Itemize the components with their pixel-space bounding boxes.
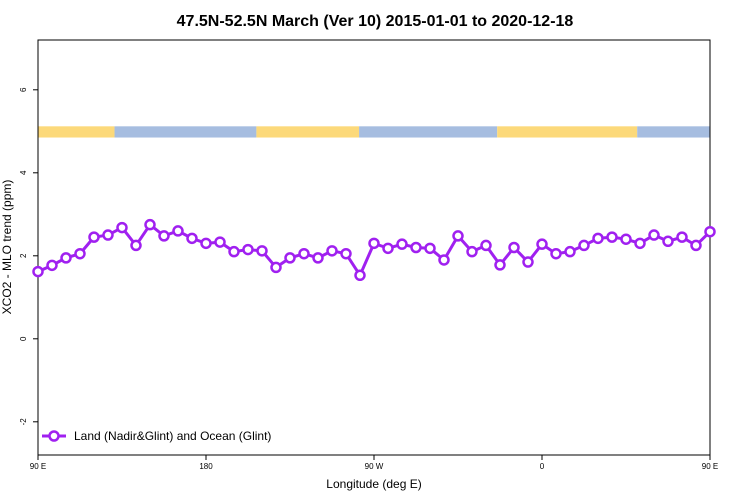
data-point xyxy=(550,247,562,260)
data-point xyxy=(396,238,408,250)
data-point xyxy=(676,231,688,243)
data-point xyxy=(46,259,58,272)
y-tick-label: -2 xyxy=(19,418,28,426)
band-segment-land xyxy=(497,126,638,138)
data-point xyxy=(466,245,478,258)
series-layer xyxy=(32,218,716,282)
data-point xyxy=(452,230,464,242)
legend-label: Land (Nadir&Glint) and Ocean (Glint) xyxy=(74,429,271,443)
band-segment-ocean xyxy=(637,126,710,138)
data-point xyxy=(508,241,520,254)
x-tick-label: 90 W xyxy=(365,462,384,471)
data-point xyxy=(480,239,492,252)
x-tick-label: 180 xyxy=(199,462,213,471)
data-point xyxy=(116,221,128,234)
data-point xyxy=(564,245,576,258)
data-point xyxy=(662,235,674,248)
data-point xyxy=(186,232,198,245)
data-point xyxy=(606,231,618,243)
band-segment-ocean xyxy=(114,126,257,138)
data-point xyxy=(102,229,114,241)
band-segment-land xyxy=(38,126,115,138)
data-point xyxy=(200,237,212,250)
legend: Land (Nadir&Glint) and Ocean (Glint) xyxy=(42,429,271,443)
data-point xyxy=(312,252,324,264)
data-point xyxy=(648,229,660,241)
x-tick-label: 90 E xyxy=(30,462,46,471)
x-axis-label: Longitude (deg E) xyxy=(326,477,421,491)
y-tick-label: 0 xyxy=(19,336,28,341)
legend-marker xyxy=(48,430,60,442)
data-point xyxy=(438,254,450,266)
y-tick-label: 4 xyxy=(19,170,28,175)
data-point xyxy=(494,259,506,271)
data-point xyxy=(130,239,142,252)
data-point xyxy=(60,252,72,264)
y-tick-label: 2 xyxy=(19,253,28,258)
data-point xyxy=(690,239,702,252)
data-point xyxy=(270,261,282,274)
data-point xyxy=(354,269,366,282)
land-ocean-band xyxy=(38,126,710,138)
y-axis-label: XCO2 - MLO trend (ppm) xyxy=(0,180,14,315)
data-point xyxy=(522,256,534,268)
data-point xyxy=(704,225,716,238)
data-point xyxy=(592,232,604,245)
chart-title: 47.5N-52.5N March (Ver 10) 2015-01-01 to… xyxy=(177,13,574,30)
data-point xyxy=(578,239,590,252)
data-point xyxy=(368,237,380,250)
data-point xyxy=(298,247,310,260)
data-point xyxy=(382,242,394,255)
data-point xyxy=(536,238,548,250)
data-point xyxy=(284,252,296,264)
data-point xyxy=(424,242,436,255)
data-point xyxy=(326,245,338,257)
y-tick-label: 6 xyxy=(19,87,28,92)
band-segment-ocean xyxy=(359,126,498,138)
data-point xyxy=(74,247,86,260)
data-point xyxy=(158,230,170,242)
data-point xyxy=(620,233,632,245)
data-point xyxy=(172,225,184,237)
data-point xyxy=(256,245,268,257)
data-point xyxy=(228,245,240,258)
data-point xyxy=(242,243,254,256)
data-point xyxy=(214,236,226,248)
data-point xyxy=(634,237,646,250)
data-point xyxy=(340,247,352,260)
y-axis: -2 0 2 4 6 xyxy=(19,87,38,425)
data-point xyxy=(410,241,422,254)
x-tick-label: 90 E xyxy=(702,462,718,471)
x-axis: 90 E 180 90 W 0 90 E xyxy=(30,455,718,471)
band-segment-land xyxy=(256,126,360,138)
data-point xyxy=(32,265,44,278)
x-tick-label: 0 xyxy=(540,462,545,471)
data-point xyxy=(88,231,100,243)
data-point xyxy=(144,218,156,231)
